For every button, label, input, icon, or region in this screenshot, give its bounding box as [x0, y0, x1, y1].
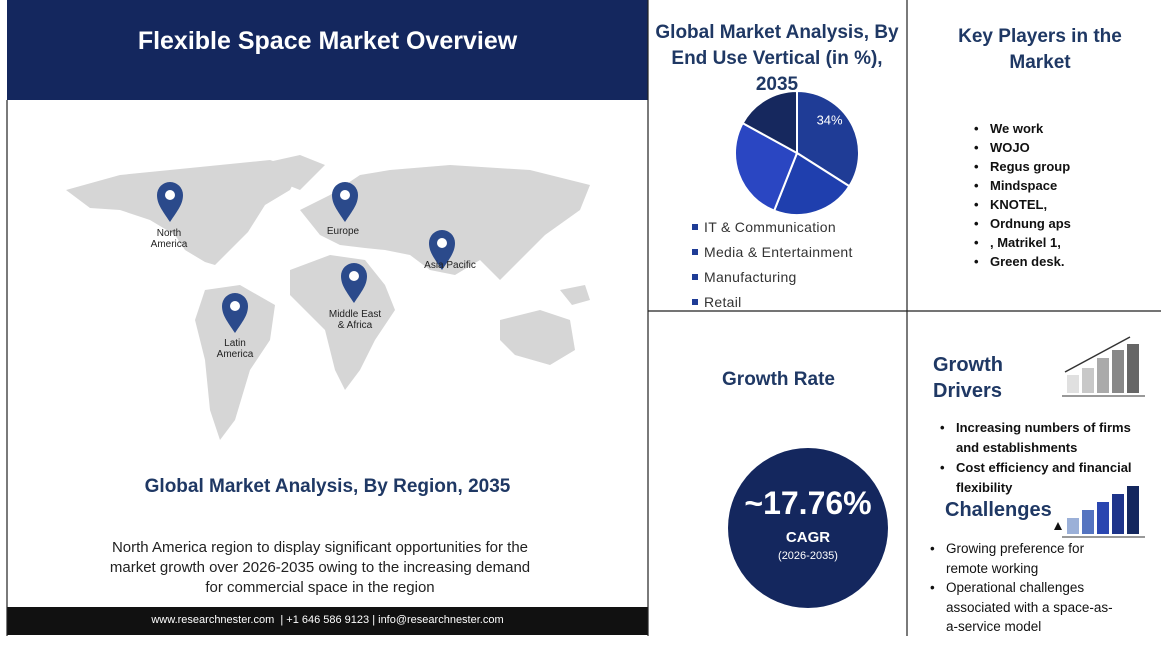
player-item: , Matrikel 1, — [974, 233, 1071, 252]
legend-item: Manufacturing — [692, 264, 853, 289]
region-label: Latin America — [216, 338, 254, 360]
header-title: Flexible Space Market Overview — [137, 27, 518, 55]
region-label: Europe — [326, 226, 360, 237]
region-label: Middle East & Africa — [328, 309, 382, 331]
drivers-title: Growth Drivers — [933, 354, 1003, 402]
footer-bar — [7, 607, 648, 635]
footer-contact: www.researchnester.com | +1 646 586 9123… — [151, 614, 504, 626]
player-item: We work — [974, 119, 1071, 138]
legend-swatch — [692, 223, 698, 230]
region-label: Asia Pacific — [424, 260, 476, 271]
legend-label: Manufacturing — [704, 268, 797, 285]
header-bar — [7, 0, 648, 100]
region-label: North America — [150, 228, 188, 250]
dividers — [6, 0, 1161, 636]
player-item: Ordnung aps — [974, 214, 1071, 233]
pin-holes — [165, 190, 447, 311]
challenges-list: Growing preference for remote workingOpe… — [930, 539, 1116, 637]
player-item: WOJO — [974, 138, 1071, 157]
legend-label: Retail — [704, 293, 742, 310]
growth-circle — [728, 448, 888, 608]
legend-swatch — [692, 273, 698, 280]
growth-rate-title: Growth Rate — [722, 369, 835, 390]
region-text: North America region to display signific… — [109, 539, 531, 596]
pie-chart: 34% — [734, 89, 860, 216]
growth-rate-value: ~17.76% — [744, 485, 872, 521]
challenge-item: Operational challenges associated with a… — [930, 578, 1116, 637]
pie-slice — [772, 151, 851, 216]
growth-rate-label: CAGR — [785, 529, 831, 546]
player-item: KNOTEL, — [974, 195, 1071, 214]
drivers-icon — [1062, 336, 1145, 397]
challenges-title: Challenges — [945, 499, 1052, 521]
drivers-list: Increasing numbers of firms and establis… — [940, 418, 1151, 498]
challenge-item: Growing preference for remote working — [930, 539, 1116, 578]
world-map — [66, 155, 590, 440]
driver-item: Cost efficiency and financial flexibilit… — [940, 458, 1151, 498]
legend-label: Media & Entertainment — [704, 243, 853, 260]
slice-label: 34% — [817, 113, 843, 128]
legend-label: IT & Communication — [704, 218, 836, 235]
pie-title: Global Market Analysis, By End Use Verti… — [655, 22, 899, 95]
challenges-icon — [1054, 486, 1145, 538]
pie-slice — [741, 89, 798, 155]
legend-item: Retail — [692, 289, 853, 314]
legend-item: IT & Communication — [692, 214, 853, 239]
player-item: Mindspace — [974, 176, 1071, 195]
player-item: Regus group — [974, 157, 1071, 176]
legend-item: Media & Entertainment — [692, 239, 853, 264]
region-title: Global Market Analysis, By Region, 2035 — [144, 476, 511, 497]
map-pins — [157, 182, 455, 333]
player-item: Green desk. — [974, 252, 1071, 271]
legend-swatch — [692, 298, 698, 305]
legend: IT & Communication Media & Entertainment M… — [692, 214, 853, 314]
players-list: We workWOJORegus groupMindspaceKNOTEL,Or… — [974, 119, 1071, 271]
players-title: Key Players in the Market — [958, 26, 1122, 73]
legend-swatch — [692, 248, 698, 255]
growth-rate-period: (2026-2035) — [778, 550, 838, 562]
driver-item: Increasing numbers of firms and establis… — [940, 418, 1151, 458]
